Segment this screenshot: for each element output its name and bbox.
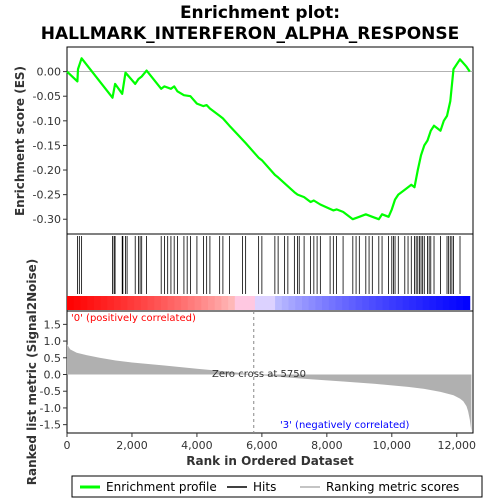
heatmap-segment bbox=[402, 296, 410, 310]
xtick-label: 8,000 bbox=[311, 439, 343, 452]
metric-ytick-label: 0.0 bbox=[44, 369, 62, 382]
heatmap-segment bbox=[73, 296, 81, 310]
es-panel-frame bbox=[66, 46, 474, 235]
heatmap-segment bbox=[456, 296, 464, 310]
heatmap-segment bbox=[288, 296, 296, 310]
zero-cross-label: Zero cross at 5750 bbox=[212, 369, 306, 380]
legend-entry-label: Enrichment profile bbox=[106, 480, 217, 494]
heatmap-segment bbox=[322, 296, 330, 310]
xtick-label: 6,000 bbox=[246, 439, 278, 452]
heatmap-segment bbox=[174, 296, 182, 310]
es-ytick-label: -0.15 bbox=[33, 139, 61, 152]
heatmap-segment bbox=[221, 296, 229, 310]
heatmap-segment bbox=[275, 296, 283, 310]
chart-title-line1: Enrichment plot: bbox=[180, 3, 340, 23]
metric-ytick-label: -1.0 bbox=[40, 402, 61, 415]
heatmap-segment bbox=[389, 296, 397, 310]
es-ytick-label: 0.00 bbox=[37, 66, 62, 79]
chart-title-line2: HALLMARK_INTERFERON_ALPHA_RESPONSE bbox=[41, 24, 460, 44]
heatmap-segment bbox=[160, 296, 169, 310]
xtick-label: 4,000 bbox=[181, 439, 213, 452]
xtick-label: 10,000 bbox=[373, 439, 412, 452]
heatmap-segment bbox=[113, 296, 122, 310]
es-ytick-label: -0.20 bbox=[33, 164, 61, 177]
heatmap-segment bbox=[335, 296, 343, 310]
heatmap-segment bbox=[436, 296, 444, 310]
metric-ytick-label: -1.5 bbox=[40, 419, 61, 432]
heatmap-segment bbox=[348, 296, 357, 310]
heatmap-segment bbox=[140, 296, 149, 310]
heatmap-segment bbox=[120, 296, 128, 310]
heatmap-segment bbox=[167, 296, 175, 310]
heatmap-segment bbox=[234, 296, 243, 310]
heatmap-segment bbox=[214, 296, 222, 310]
heatmap-segment bbox=[416, 296, 424, 310]
negative-correlation-label: '3' (negatively correlated) bbox=[280, 420, 409, 431]
heatmap-segment bbox=[194, 296, 202, 310]
heatmap-segment bbox=[181, 296, 189, 310]
heatmap-segment bbox=[429, 296, 437, 310]
heatmap-segment bbox=[308, 296, 316, 310]
es-ytick-label: -0.05 bbox=[33, 90, 61, 103]
heatmap-segment bbox=[241, 296, 249, 310]
heatmap-segment bbox=[268, 296, 276, 310]
heatmap-segment bbox=[422, 296, 430, 310]
heatmap-segment bbox=[342, 296, 350, 310]
xaxis-label: Rank in Ordered Dataset bbox=[186, 454, 354, 468]
heatmap-segment bbox=[187, 296, 196, 310]
metric-ytick-label: 1.0 bbox=[44, 335, 62, 348]
es-ylabel: Enrichment score (ES) bbox=[13, 66, 27, 216]
heatmap-segment bbox=[228, 296, 236, 310]
heatmap-segment bbox=[207, 296, 216, 310]
heatmap-segment bbox=[248, 296, 256, 310]
heatmap-segment bbox=[442, 296, 451, 310]
heatmap-segment bbox=[328, 296, 337, 310]
heatmap-segment bbox=[147, 296, 155, 310]
heatmap-segment bbox=[375, 296, 383, 310]
heatmap-segment bbox=[355, 296, 363, 310]
heatmap-segment bbox=[80, 296, 88, 310]
heatmap-segment bbox=[382, 296, 390, 310]
positive-correlation-label: '0' (positively correlated) bbox=[71, 313, 196, 324]
heatmap-segment bbox=[281, 296, 290, 310]
legend-entry-label: Hits bbox=[253, 480, 276, 494]
heatmap-segment bbox=[409, 296, 417, 310]
enrichment-profile-line bbox=[66, 57, 471, 221]
ranking-metric-area bbox=[67, 344, 472, 432]
heatmap-segment bbox=[254, 296, 263, 310]
metric-ytick-label: -0.5 bbox=[40, 385, 61, 398]
metric-ylabel: Ranked list metric (Signal2Noise) bbox=[25, 259, 39, 486]
heatmap-segment bbox=[261, 296, 269, 310]
xtick-label: 12,000 bbox=[438, 439, 477, 452]
heatmap-segment bbox=[87, 296, 95, 310]
heatmap-segment bbox=[93, 296, 102, 310]
heatmap-segment bbox=[201, 296, 209, 310]
heatmap-segment bbox=[315, 296, 323, 310]
es-ytick-label: -0.10 bbox=[33, 115, 61, 128]
legend-entry-label: Ranking metric scores bbox=[326, 480, 459, 494]
heatmap-segment bbox=[100, 296, 108, 310]
heatmap-segment bbox=[67, 296, 75, 310]
heatmap-segment bbox=[449, 296, 457, 310]
metric-ytick-label: 1.5 bbox=[44, 318, 62, 331]
heatmap-segment bbox=[127, 296, 135, 310]
heatmap-segment bbox=[107, 296, 115, 310]
heatmap-segment bbox=[134, 296, 142, 310]
heatmap-segment bbox=[395, 296, 404, 310]
es-ytick-label: -0.30 bbox=[33, 213, 61, 226]
heatmap-segment bbox=[301, 296, 310, 310]
es-ytick-label: -0.25 bbox=[33, 189, 61, 202]
metric-ytick-label: 0.5 bbox=[44, 352, 62, 365]
heatmap-segment bbox=[463, 296, 471, 310]
heatmap-segment bbox=[369, 296, 377, 310]
legend-box bbox=[71, 475, 483, 498]
xtick-label: 2,000 bbox=[116, 439, 148, 452]
heatmap-segment bbox=[154, 296, 162, 310]
heatmap-segment bbox=[362, 296, 370, 310]
xtick-label: 0 bbox=[64, 439, 71, 452]
heatmap-segment bbox=[295, 296, 303, 310]
